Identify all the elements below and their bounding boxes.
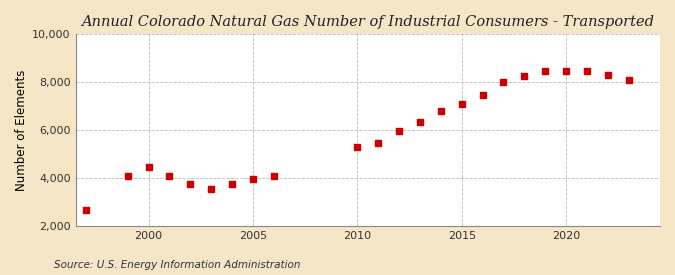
- Point: [435, 109, 446, 113]
- Point: [352, 145, 362, 149]
- Title: Annual Colorado Natural Gas Number of Industrial Consumers - Transported: Annual Colorado Natural Gas Number of In…: [81, 15, 654, 29]
- Point: [498, 80, 509, 84]
- Point: [269, 174, 279, 178]
- Point: [561, 69, 572, 74]
- Point: [414, 120, 425, 124]
- Point: [623, 78, 634, 82]
- Point: [602, 73, 613, 77]
- Point: [373, 141, 383, 145]
- Point: [248, 177, 259, 182]
- Point: [456, 101, 467, 106]
- Point: [80, 207, 91, 212]
- Point: [394, 129, 404, 133]
- Point: [227, 182, 238, 186]
- Point: [143, 165, 154, 169]
- Point: [185, 182, 196, 186]
- Point: [164, 174, 175, 178]
- Y-axis label: Number of Elements: Number of Elements: [15, 69, 28, 191]
- Text: Source: U.S. Energy Information Administration: Source: U.S. Energy Information Administ…: [54, 260, 300, 270]
- Point: [206, 186, 217, 191]
- Point: [582, 69, 593, 74]
- Point: [540, 69, 551, 74]
- Point: [519, 74, 530, 78]
- Point: [477, 93, 488, 98]
- Point: [122, 174, 133, 178]
